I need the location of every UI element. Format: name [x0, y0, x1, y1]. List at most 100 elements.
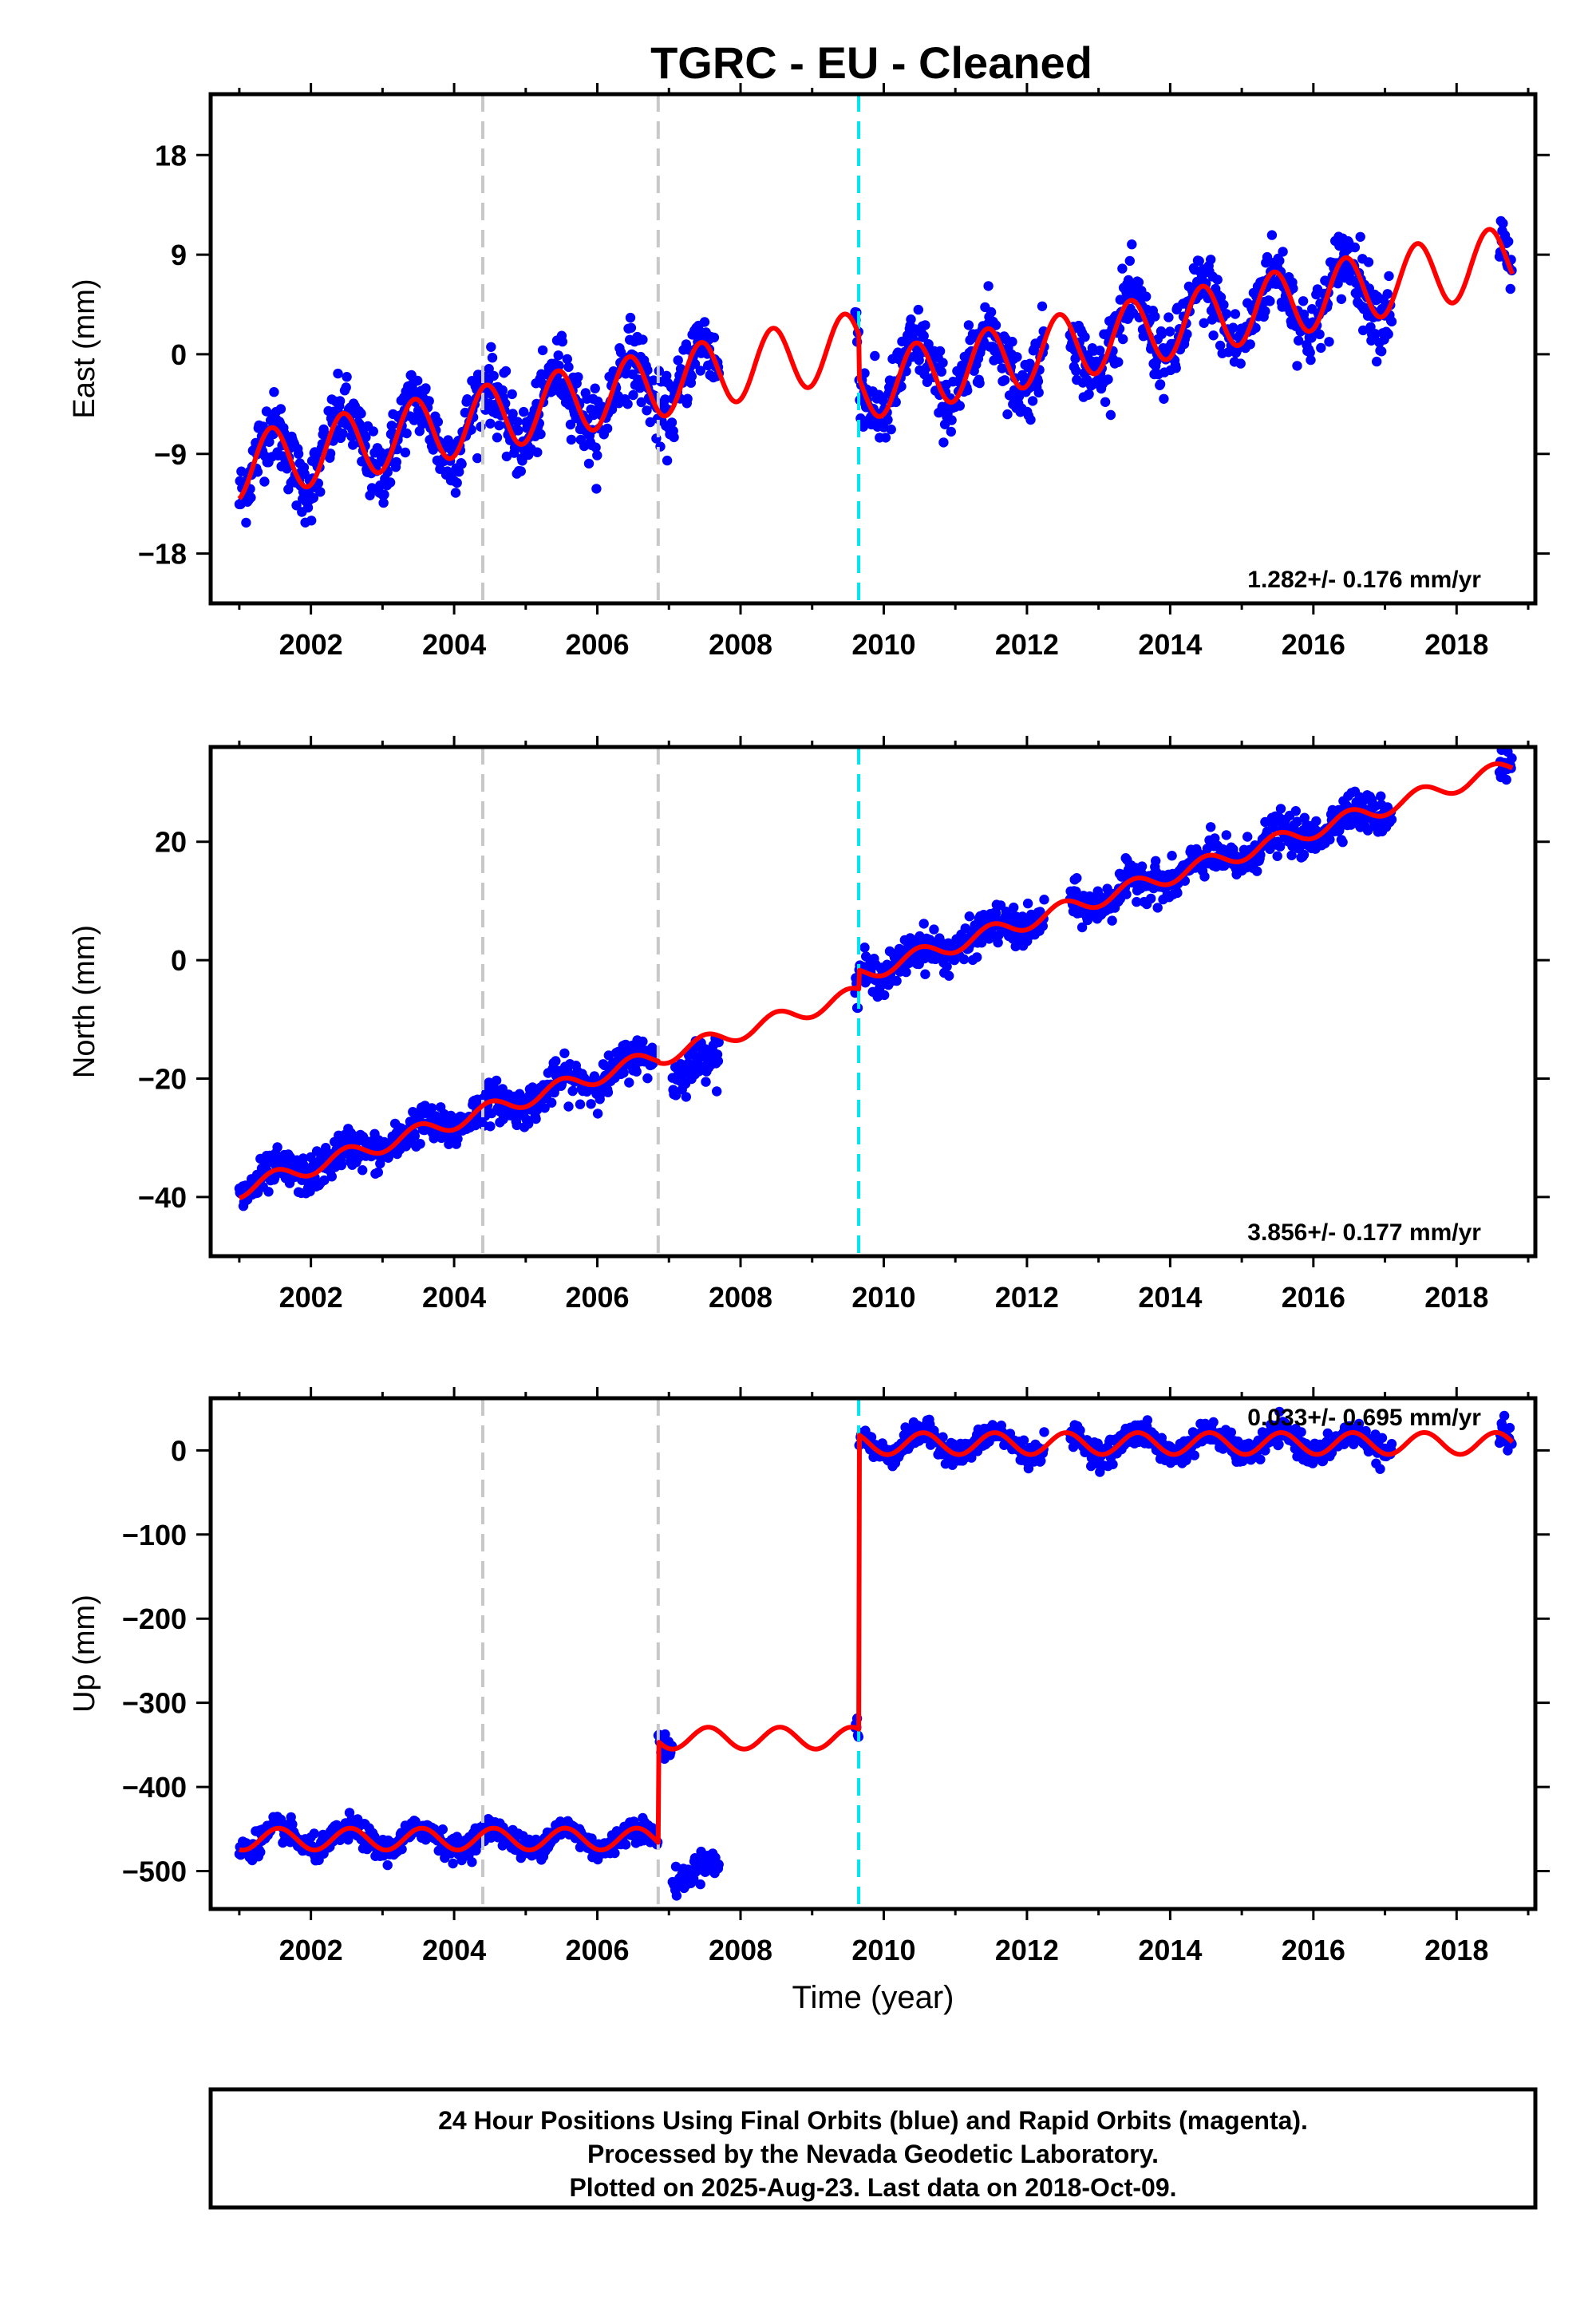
north-x-tick-label: 2016 [1282, 1281, 1345, 1314]
north-data-point [1107, 915, 1117, 926]
east-data-point [1002, 409, 1013, 420]
east-data-point [325, 449, 336, 459]
east-x-tick-label: 2010 [851, 628, 915, 661]
north-data-point [1272, 851, 1282, 862]
east-data-point [1260, 306, 1270, 317]
north-data-point [859, 943, 870, 953]
east-data-point [1294, 335, 1304, 346]
east-data-point [859, 368, 870, 378]
north-data-point [586, 1099, 596, 1109]
east-data-point [689, 358, 701, 370]
north-data-point [523, 1118, 534, 1129]
up-data-point [1386, 1439, 1397, 1449]
up-data-point [1226, 1427, 1237, 1438]
east-data-point [385, 477, 396, 488]
east-data-point [517, 456, 527, 466]
east-data-point [590, 383, 600, 393]
east-data-point [946, 426, 957, 437]
east-data-point [962, 385, 973, 396]
north-data-point [306, 1152, 316, 1163]
east-data-point [1370, 329, 1381, 339]
north-data-point [326, 1172, 337, 1182]
north-data-point [990, 908, 1001, 919]
north-data-point [1206, 822, 1216, 832]
north-data-point [964, 911, 975, 922]
up-x-tick-label: 2002 [279, 1934, 343, 1966]
east-data-point [1033, 387, 1044, 398]
east-data-point [1306, 354, 1316, 366]
east-data-point [519, 406, 529, 417]
east-data-point [990, 320, 1001, 330]
east-data-point [936, 366, 947, 377]
north-data-point [1501, 774, 1511, 785]
north-plot-area [234, 747, 1517, 1256]
north-y-axis-label: North (mm) [68, 925, 101, 1078]
east-data-point [1095, 346, 1105, 356]
east-data-point [1033, 376, 1044, 386]
up-x-tick-label: 2008 [709, 1934, 772, 1966]
east-x-tick-label: 2012 [995, 628, 1059, 661]
up-x-tick-label: 2018 [1424, 1934, 1488, 1966]
east-data-point [662, 455, 673, 466]
east-data-point [252, 467, 263, 477]
up-y-tick-label: −400 [122, 1771, 187, 1804]
east-data-point [1219, 299, 1229, 310]
north-x-tick-label: 2018 [1424, 1281, 1488, 1314]
east-data-point [1182, 329, 1192, 339]
east-data-point [642, 405, 652, 416]
east-data-point [1127, 239, 1137, 250]
east-data-point [883, 414, 893, 425]
north-data-point [712, 1086, 722, 1097]
north-data-point [551, 1056, 561, 1066]
footer-line-2: Processed by the Nevada Geodetic Laborat… [587, 2140, 1159, 2168]
east-x-tick-label: 2014 [1138, 628, 1202, 661]
east-data-point [1324, 337, 1334, 347]
east-data-point [1386, 316, 1397, 327]
north-data-point [567, 1085, 578, 1097]
east-data-point [566, 434, 577, 445]
north-data-point [1022, 898, 1033, 909]
east-data-point [1230, 309, 1241, 319]
north-data-point [1275, 804, 1286, 814]
east-data-point [1037, 301, 1048, 311]
north-data-point [452, 1133, 463, 1144]
east-data-point [424, 396, 434, 406]
up-data-point [1499, 1410, 1510, 1421]
up-data-point [1039, 1427, 1049, 1437]
east-data-point [1208, 330, 1219, 341]
up-x-tick-label: 2010 [851, 1934, 915, 1966]
east-data-point [592, 450, 602, 460]
north-data-point [336, 1160, 346, 1171]
east-data-point [938, 437, 949, 448]
north-data-point [1172, 887, 1183, 899]
east-plot-area [234, 94, 1517, 603]
north-data-point [879, 990, 890, 1001]
east-data-point [660, 394, 670, 405]
north-data-point [958, 954, 970, 965]
north-data-point [491, 1075, 502, 1086]
east-data-point [946, 415, 957, 425]
east-data-point [1228, 322, 1238, 333]
north-data-point [1386, 814, 1397, 825]
up-data-point [255, 1847, 266, 1857]
north-data-point [920, 969, 930, 979]
east-data-point [695, 366, 705, 376]
north-data-point [701, 1077, 711, 1087]
north-data-point [531, 1113, 541, 1124]
east-data-point [500, 366, 512, 377]
east-data-point [983, 281, 994, 291]
north-data-point [1507, 753, 1517, 764]
east-data-point [880, 433, 891, 443]
north-data-point [539, 1103, 550, 1113]
north-data-point [944, 970, 954, 981]
east-data-point [666, 417, 678, 428]
up-data-point [1377, 1433, 1388, 1444]
north-data-point [1136, 861, 1148, 871]
north-data-point [603, 1050, 614, 1061]
east-data-point [454, 467, 464, 477]
east-data-point [954, 401, 966, 411]
east-data-point [1358, 325, 1369, 336]
north-data-point [415, 1139, 425, 1149]
north-data-point [263, 1187, 274, 1197]
east-data-point [565, 419, 576, 430]
